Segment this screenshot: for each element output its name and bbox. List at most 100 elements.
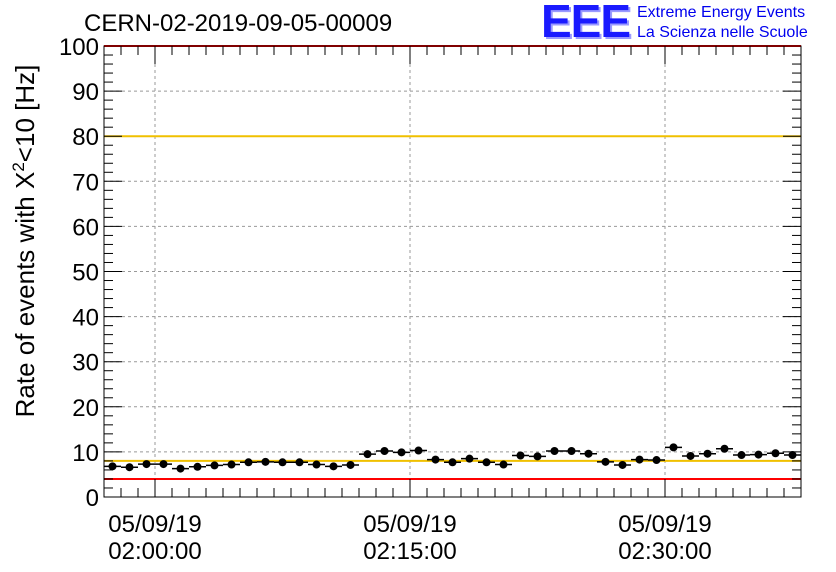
marker [363,450,372,459]
marker [652,456,661,465]
data-point [512,451,529,460]
marker [499,460,508,469]
marker [210,461,219,470]
data-point [750,450,767,459]
y-axis-label-tail: <10 [Hz] [10,65,40,163]
grid-layer [104,46,801,497]
y-tick-label: 100 [59,34,99,61]
marker [125,463,134,472]
marker [448,458,457,467]
logo-line-2: La Scienza nelle Scuole [637,24,808,41]
data-point [614,460,631,469]
data-point [359,450,376,459]
marker [142,460,151,469]
marker [567,446,576,455]
marker [720,444,729,453]
y-tick-label: 70 [72,169,99,196]
data-point [223,460,240,469]
y-tick-label: 10 [72,440,99,467]
x-tick-label-time: 02:00:00 [108,538,201,565]
x-tick-label-time: 02:30:00 [618,538,711,565]
marker [108,462,117,471]
y-tick-label: 60 [72,214,99,241]
marker [754,450,763,459]
marker [346,460,355,469]
marker [278,458,287,467]
data-point [240,458,257,467]
y-tick-label: 0 [86,485,99,512]
logo-line-1: Extreme Energy Events [637,4,806,21]
y-tick-label: 50 [72,260,99,287]
marker [516,451,525,460]
data-point [784,451,801,460]
data-point [529,452,546,461]
marker [431,455,440,464]
marker [482,458,491,467]
marker [533,452,542,461]
marker [737,451,746,460]
marker [584,449,593,458]
marker [550,446,559,455]
data-point [699,449,716,458]
x-tick-label-date: 05/09/19 [618,511,711,538]
y-tick-label: 20 [72,395,99,422]
marker [788,451,797,460]
x-tick-label-time: 02:15:00 [363,538,456,565]
data-point [461,454,478,463]
reference-lines [104,45,801,480]
marker [329,462,338,471]
chart-title: CERN-02-2019-09-05-00009 [84,10,393,37]
y-tick-label: 40 [72,305,99,332]
data-point [767,449,784,458]
data-point [444,458,461,467]
data-point [682,451,699,460]
marker [669,443,678,452]
data-point [121,463,138,472]
marker [703,449,712,458]
data-point [206,461,223,470]
data-point [580,449,597,458]
data-point [716,444,733,453]
data-point [495,460,512,469]
marker [618,460,627,469]
marker [414,446,423,455]
data-point [546,446,563,455]
data-point [393,448,410,457]
data-point [257,457,274,466]
marker [397,448,406,457]
marker [686,451,695,460]
data-point [478,458,495,467]
data-point [342,460,359,469]
x-tick-label-date: 05/09/19 [363,511,456,538]
y-axis-label: Rate of events with X2<10 [Hz] [9,65,40,418]
data-point [376,446,393,455]
marker [244,458,253,467]
x-tick-labels: 05/09/1902:00:0005/09/1902:15:0005/09/19… [108,511,711,565]
marker [159,460,168,469]
y-tick-label: 30 [72,350,99,377]
y-axis-label-sup: 2 [9,162,28,171]
marker [261,457,270,466]
marker [295,458,304,467]
marker [312,460,321,469]
data-point [172,464,189,473]
data-point [733,451,750,460]
data-point [648,456,665,465]
marker [380,446,389,455]
data-point [665,443,682,452]
data-point [308,460,325,469]
data-point [325,462,342,471]
marker [771,449,780,458]
data-point [597,457,614,466]
data-point [410,446,427,455]
data-point [104,462,121,471]
y-tick-labels: 0 10 20 30 40 50 60 70 80 90 100 [59,34,99,512]
data-point [138,460,155,469]
marker [193,462,202,471]
marker [227,460,236,469]
y-axis-label-main: Rate of events with X [10,172,40,418]
y-tick-label: 80 [72,124,99,151]
marker [176,464,185,473]
logo-mark: EEE [541,0,631,47]
